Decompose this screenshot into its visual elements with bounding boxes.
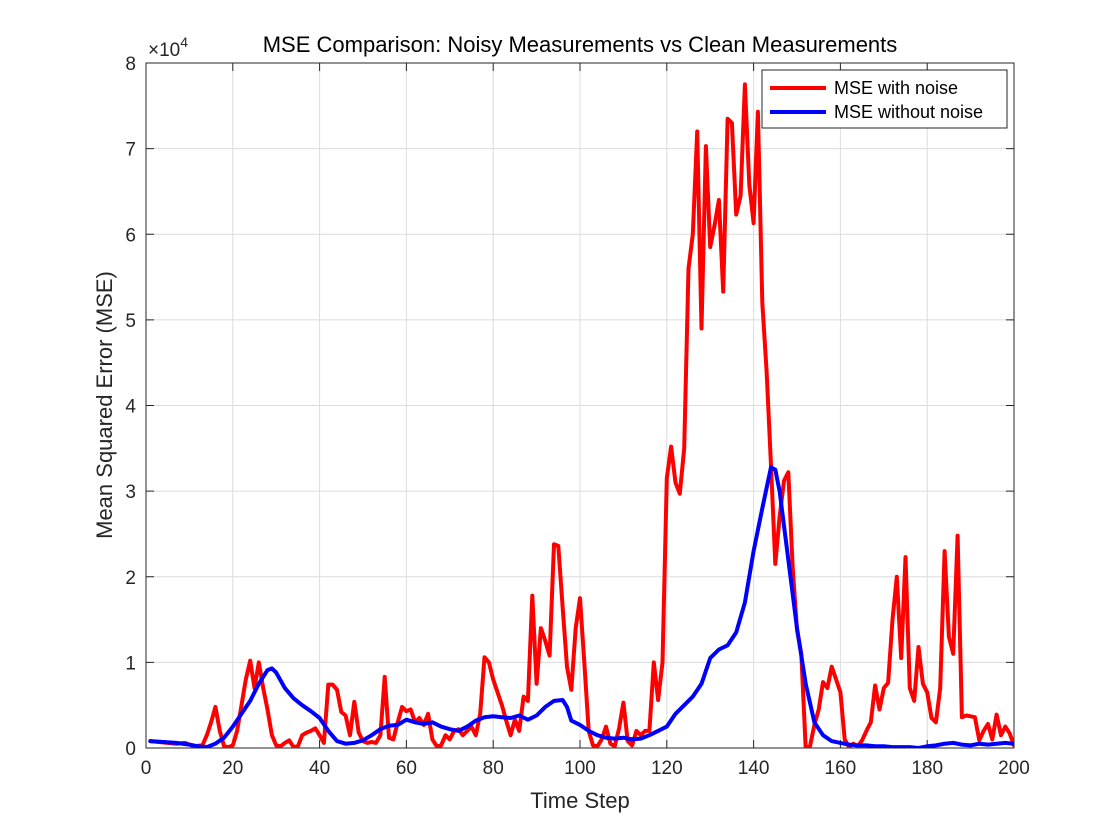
- x-tick-label: 20: [222, 758, 243, 779]
- x-tick-label: 200: [998, 758, 1030, 779]
- y-multiplier-exponent: 4: [180, 34, 188, 50]
- x-tick-label: 40: [309, 758, 330, 779]
- x-tick-label: 160: [825, 758, 857, 779]
- axis-ticks: 0 20 40 60 80 100 120 140 160 180 200 0 1 2 3 4 5 6 7 8: [125, 54, 1029, 779]
- y-tick-label: 6: [125, 225, 136, 246]
- legend-box: [761, 69, 1008, 129]
- x-tick-label: 80: [483, 758, 504, 779]
- x-tick-label: 60: [396, 758, 417, 779]
- y-tick-label: 4: [125, 397, 136, 418]
- series-line-without-noise: [148, 465, 1014, 748]
- chart-title: MSE Comparison: Noisy Measurements vs Cl…: [263, 32, 898, 57]
- x-axis-label: Time Step: [530, 788, 629, 813]
- legend: MSE with noise MSE without noise: [761, 69, 1008, 129]
- y-axis-multiplier: ×104: [148, 34, 188, 61]
- y-tick-label: 2: [125, 568, 136, 589]
- y-axis-label: Mean Squared Error (MSE): [92, 271, 117, 539]
- y-tick-label: 5: [125, 311, 136, 332]
- y-tick-label: 3: [125, 482, 136, 503]
- series-lines: [148, 82, 1014, 748]
- x-tick-label: 180: [911, 758, 943, 779]
- y-tick-label: 1: [125, 653, 136, 674]
- x-tick-label: 140: [738, 758, 770, 779]
- y-multiplier-base: ×10: [148, 40, 180, 61]
- x-tick-label: 100: [564, 758, 596, 779]
- x-tick-label: 0: [141, 758, 152, 779]
- y-tick-label: 8: [125, 54, 136, 75]
- y-tick-label: 7: [125, 140, 136, 161]
- y-tick-label: 0: [125, 739, 136, 760]
- legend-label-clean: MSE without noise: [834, 102, 983, 122]
- series-line-with-noise: [148, 82, 1014, 748]
- grid-lines: [145, 62, 1015, 749]
- x-tick-label: 120: [651, 758, 683, 779]
- legend-label-noise: MSE with noise: [834, 78, 958, 98]
